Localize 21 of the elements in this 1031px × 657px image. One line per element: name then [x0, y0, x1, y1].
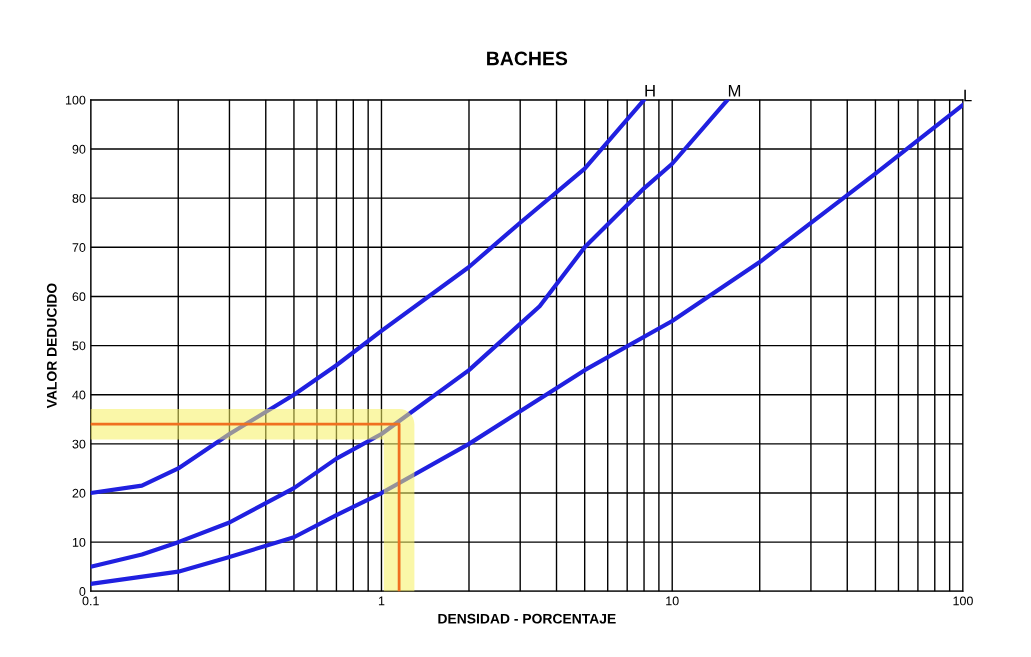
y-axis-title: VALOR DEDUCIDO: [46, 283, 57, 409]
x-tick-label: 100: [953, 596, 973, 606]
x-axis-title: DENSIDAD - PORCENTAJE: [438, 613, 616, 624]
y-tick-label: 90: [72, 144, 86, 154]
y-tick-label: 30: [72, 439, 86, 449]
y-tick-label: 60: [72, 292, 86, 302]
y-tick-label: 0: [79, 587, 86, 596]
y-tick-label: 10: [72, 537, 86, 547]
series-label: L: [964, 89, 972, 102]
y-tick-label: 70: [72, 243, 86, 252]
x-tick-label: 1: [378, 596, 385, 606]
x-tick-label: 0.1: [82, 596, 99, 606]
series-label: M: [728, 84, 741, 97]
series-label: H: [645, 84, 655, 97]
chart-title: BACHES: [487, 51, 568, 66]
y-tick-label: 40: [72, 390, 86, 400]
y-tick-label: 50: [72, 341, 86, 351]
x-tick-label: 10: [666, 596, 679, 606]
y-tick-label: 100: [65, 95, 86, 105]
y-tick-label: 80: [72, 193, 86, 203]
y-tick-label: 20: [72, 488, 86, 498]
